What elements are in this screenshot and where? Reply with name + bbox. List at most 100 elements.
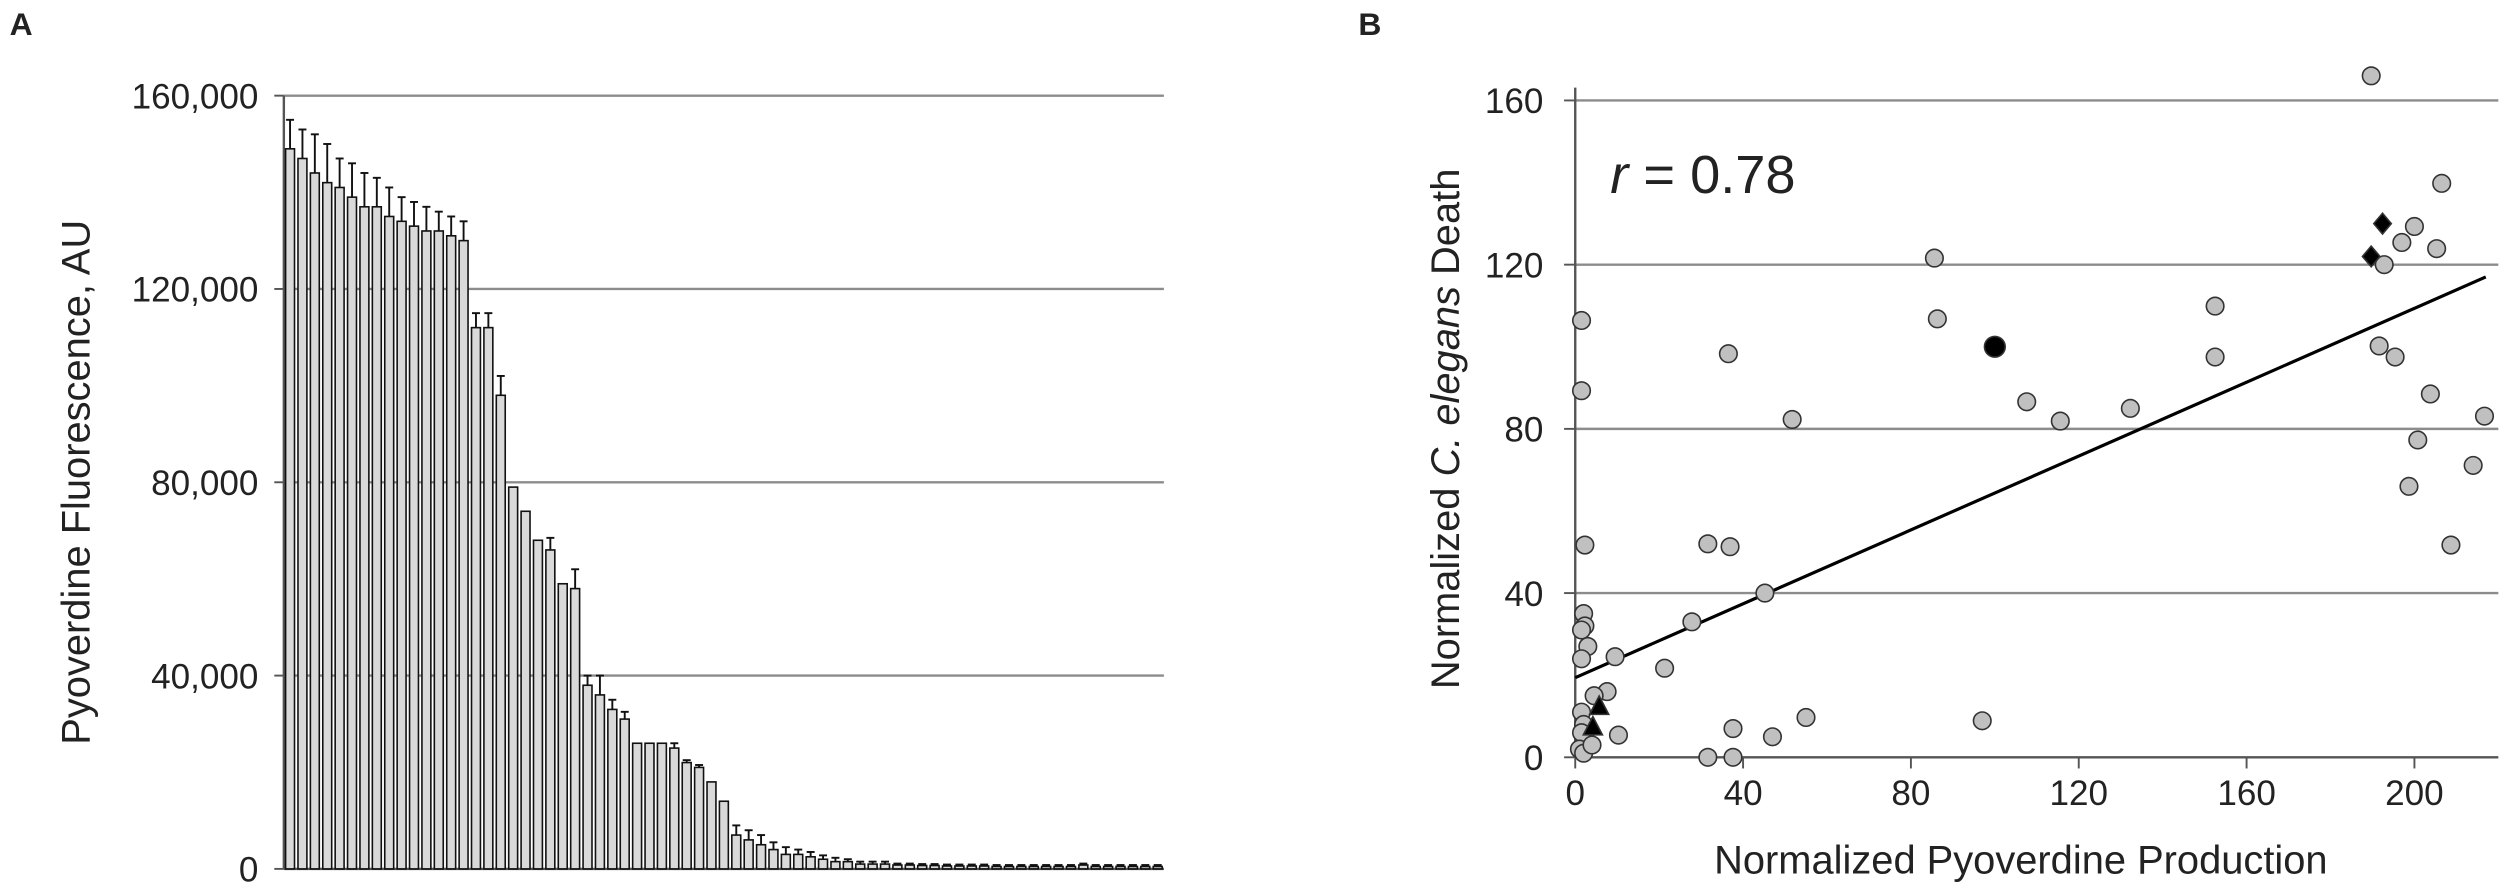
point — [1723, 718, 1743, 739]
error-bar — [868, 860, 877, 865]
error-bar — [1004, 864, 1013, 867]
bar — [408, 225, 420, 870]
bar — [892, 864, 903, 870]
bar — [1115, 865, 1126, 870]
bar — [470, 326, 482, 870]
bar — [916, 864, 928, 870]
point — [2205, 347, 2225, 367]
error-bar — [744, 829, 753, 840]
error-bar — [447, 215, 456, 236]
y-axis-label: Pyoverdine Fluorescence, AU — [54, 220, 98, 745]
error-bar — [905, 862, 914, 866]
bar — [768, 848, 779, 870]
bar — [681, 761, 692, 870]
point — [2369, 336, 2389, 356]
x-tick-label: 0 — [1565, 774, 1585, 813]
error-bar — [595, 674, 604, 695]
bar — [520, 510, 531, 870]
bar — [1090, 865, 1101, 870]
point — [1720, 537, 1740, 557]
point — [2399, 476, 2419, 496]
bar — [569, 587, 581, 870]
point — [2463, 455, 2483, 475]
error-bar — [670, 742, 679, 749]
point — [1588, 694, 1611, 716]
point — [2017, 392, 2037, 412]
error-bar — [1029, 864, 1038, 867]
bar — [755, 843, 767, 870]
x-tick-label: 40 — [1724, 774, 1763, 813]
error-bar — [571, 568, 580, 589]
bar — [284, 148, 296, 870]
y-tick-label: 80 — [1504, 411, 1543, 450]
bar — [297, 157, 308, 870]
error-bar — [360, 172, 369, 207]
error-bar — [1116, 864, 1125, 867]
bar — [1140, 865, 1151, 870]
error-bar — [1091, 864, 1100, 867]
error-bar — [893, 862, 902, 866]
error-bar — [695, 764, 704, 768]
point — [1571, 649, 1592, 669]
bar — [619, 718, 630, 870]
point — [1698, 534, 1718, 554]
panel-label: B — [1358, 6, 1381, 42]
error-bar — [1153, 864, 1162, 867]
y-axis-label-part: C. elegans — [1424, 286, 1468, 477]
y-tick-label: 120 — [1485, 246, 1544, 285]
bar — [693, 766, 705, 870]
bar — [842, 860, 854, 870]
bar — [1003, 865, 1015, 870]
point — [2427, 239, 2447, 259]
bar — [1102, 865, 1114, 870]
point — [1983, 335, 2006, 358]
error-bar — [930, 863, 939, 866]
bar — [706, 781, 717, 870]
y-axis-label: Normalized C. elegans Death — [1424, 169, 1468, 689]
bar — [594, 694, 606, 870]
y-tick-label: 120,000 — [132, 271, 259, 310]
point — [2420, 384, 2440, 404]
point — [2392, 232, 2412, 253]
error-bar — [980, 863, 989, 866]
bar — [346, 196, 358, 870]
bar — [792, 853, 804, 870]
point — [1655, 658, 1675, 678]
error-bar — [434, 210, 443, 231]
bar — [954, 865, 965, 870]
y-tick-label: 160,000 — [132, 77, 259, 116]
bar — [867, 863, 878, 870]
error-bar — [732, 824, 741, 836]
bar — [718, 800, 730, 870]
error-bar — [794, 848, 803, 855]
point — [1605, 647, 1625, 667]
bar — [830, 860, 841, 870]
error-bar — [546, 536, 555, 550]
point — [1924, 248, 1944, 268]
error-bar — [757, 834, 766, 845]
bar — [495, 394, 507, 870]
error-bar — [372, 176, 381, 207]
error-bar — [1141, 864, 1150, 867]
bar — [545, 549, 556, 870]
error-bar — [471, 312, 480, 328]
bar — [371, 206, 383, 870]
bar — [1078, 864, 1089, 870]
point — [1762, 727, 1783, 747]
bar — [978, 865, 990, 870]
point — [1782, 409, 1802, 429]
error-bar — [819, 854, 828, 860]
bar — [1065, 865, 1077, 870]
error-bar — [323, 143, 332, 183]
bar — [644, 742, 655, 870]
bar — [656, 742, 668, 870]
bar — [941, 865, 953, 870]
trendline — [1574, 275, 2487, 680]
error-bar — [484, 312, 493, 328]
error-bar — [583, 674, 592, 686]
point — [2474, 406, 2495, 426]
bar — [904, 864, 916, 870]
error-bar — [422, 205, 431, 231]
bar — [607, 708, 618, 870]
